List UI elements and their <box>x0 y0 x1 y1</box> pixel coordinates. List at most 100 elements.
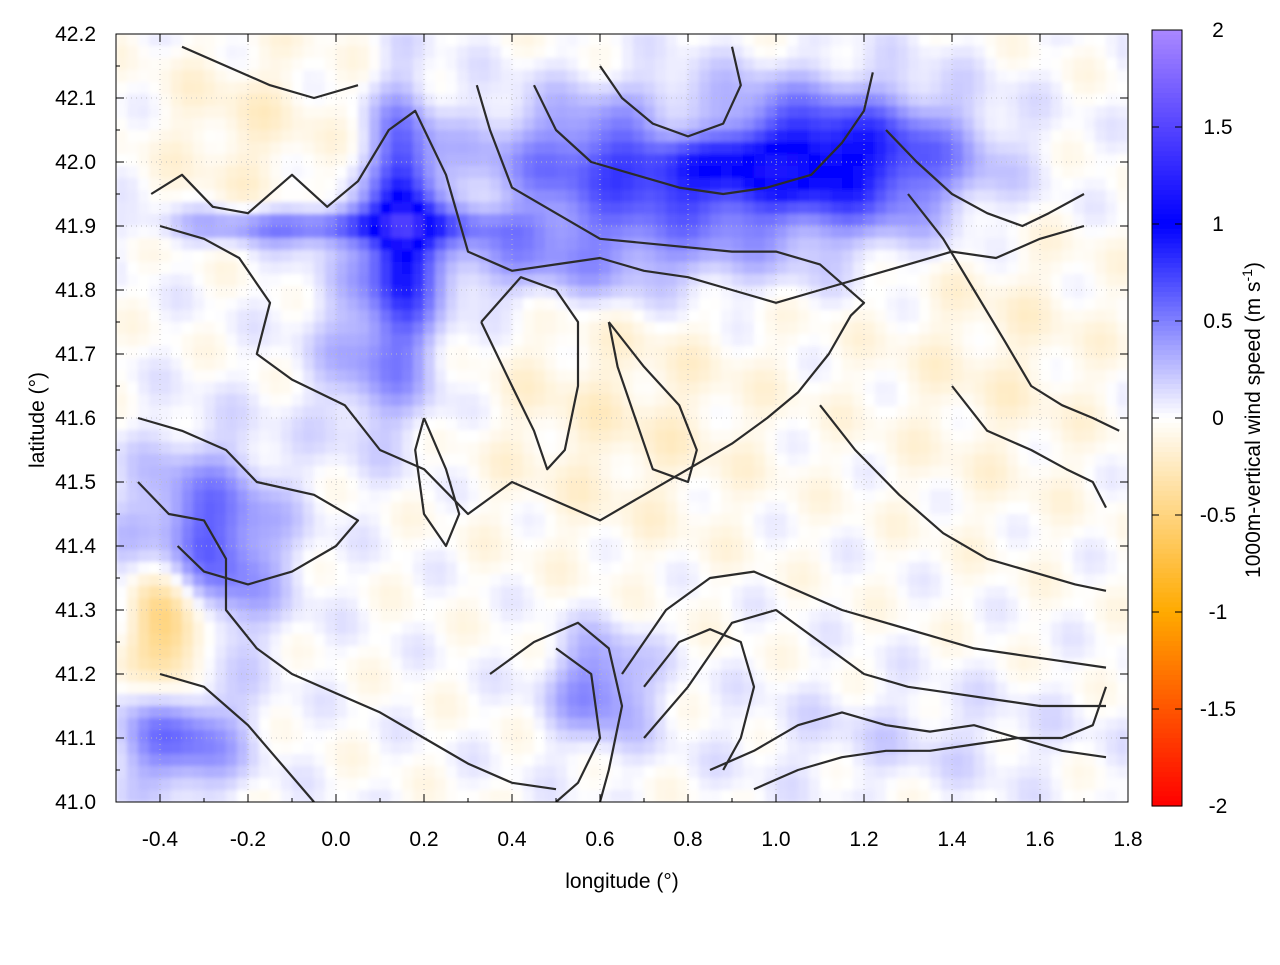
field-cell <box>215 490 227 503</box>
field-cell <box>864 130 876 143</box>
field-cell <box>578 394 590 407</box>
field-cell <box>358 190 370 203</box>
field-cell <box>512 550 524 563</box>
field-cell <box>369 238 381 251</box>
field-cell <box>765 514 777 527</box>
field-cell <box>721 562 733 575</box>
field-cell <box>919 346 931 359</box>
field-cell <box>490 442 502 455</box>
field-cell <box>380 274 392 287</box>
field-cell <box>1007 442 1019 455</box>
field-cell <box>1018 586 1030 599</box>
field-cell <box>237 598 249 611</box>
field-cell <box>732 154 744 167</box>
field-cell <box>435 430 447 443</box>
field-cell <box>875 382 887 395</box>
field-cell <box>886 358 898 371</box>
field-cell <box>897 322 909 335</box>
field-cell <box>985 334 997 347</box>
field-cell <box>578 214 590 227</box>
field-cell <box>281 478 293 491</box>
field-cell <box>402 178 414 191</box>
field-cell <box>369 610 381 623</box>
field-cell <box>314 346 326 359</box>
field-cell <box>710 466 722 479</box>
field-cell <box>743 466 755 479</box>
field-cell <box>204 226 216 239</box>
field-cell <box>149 346 161 359</box>
field-cell <box>1051 346 1063 359</box>
field-cell <box>116 142 128 155</box>
field-cell <box>820 286 832 299</box>
field-cell <box>644 514 656 527</box>
field-cell <box>490 658 502 671</box>
field-cell <box>809 454 821 467</box>
field-cell <box>897 250 909 263</box>
field-cell <box>490 214 502 227</box>
field-cell <box>358 94 370 107</box>
field-cell <box>237 274 249 287</box>
field-cell <box>534 358 546 371</box>
field-cell <box>479 118 491 131</box>
field-cell <box>567 214 579 227</box>
field-cell <box>545 190 557 203</box>
field-cell <box>325 238 337 251</box>
field-cell <box>556 82 568 95</box>
field-cell <box>358 226 370 239</box>
field-cell <box>809 58 821 71</box>
field-cell <box>1073 382 1085 395</box>
field-cell <box>281 154 293 167</box>
field-cell <box>1073 334 1085 347</box>
field-cell <box>1117 358 1128 371</box>
field-cell <box>446 358 458 371</box>
field-cell <box>787 130 799 143</box>
field-cell <box>391 370 403 383</box>
field-cell <box>369 190 381 203</box>
field-cell <box>545 46 557 59</box>
field-cell <box>952 274 964 287</box>
field-cell <box>512 286 524 299</box>
field-cell <box>721 34 733 47</box>
field-cell <box>974 286 986 299</box>
field-cell <box>611 454 623 467</box>
field-cell <box>952 658 964 671</box>
field-cell <box>435 646 447 659</box>
field-cell <box>941 190 953 203</box>
field-cell <box>941 478 953 491</box>
field-cell <box>1040 574 1052 587</box>
field-cell <box>457 574 469 587</box>
field-cell <box>809 310 821 323</box>
field-cell <box>776 442 788 455</box>
field-cell <box>501 130 513 143</box>
field-cell <box>1084 466 1096 479</box>
field-cell <box>160 442 172 455</box>
field-cell <box>138 70 150 83</box>
field-cell <box>1040 586 1052 599</box>
field-cell <box>380 670 392 683</box>
field-cell <box>369 394 381 407</box>
field-cell <box>127 238 139 251</box>
field-cell <box>149 454 161 467</box>
field-cell <box>292 274 304 287</box>
field-cell <box>1040 442 1052 455</box>
field-cell <box>919 70 931 83</box>
field-cell <box>149 178 161 191</box>
field-cell <box>402 406 414 419</box>
field-cell <box>864 94 876 107</box>
field-cell <box>1095 70 1107 83</box>
field-cell <box>831 394 843 407</box>
field-cell <box>721 58 733 71</box>
field-cell <box>732 82 744 95</box>
field-cell <box>160 166 172 179</box>
field-cell <box>831 70 843 83</box>
field-cell <box>391 574 403 587</box>
field-cell <box>512 322 524 335</box>
field-cell <box>402 538 414 551</box>
field-cell <box>380 94 392 107</box>
field-cell <box>952 310 964 323</box>
field-cell <box>446 430 458 443</box>
field-cell <box>457 514 469 527</box>
field-cell <box>369 658 381 671</box>
field-cell <box>963 262 975 275</box>
field-cell <box>248 622 260 635</box>
